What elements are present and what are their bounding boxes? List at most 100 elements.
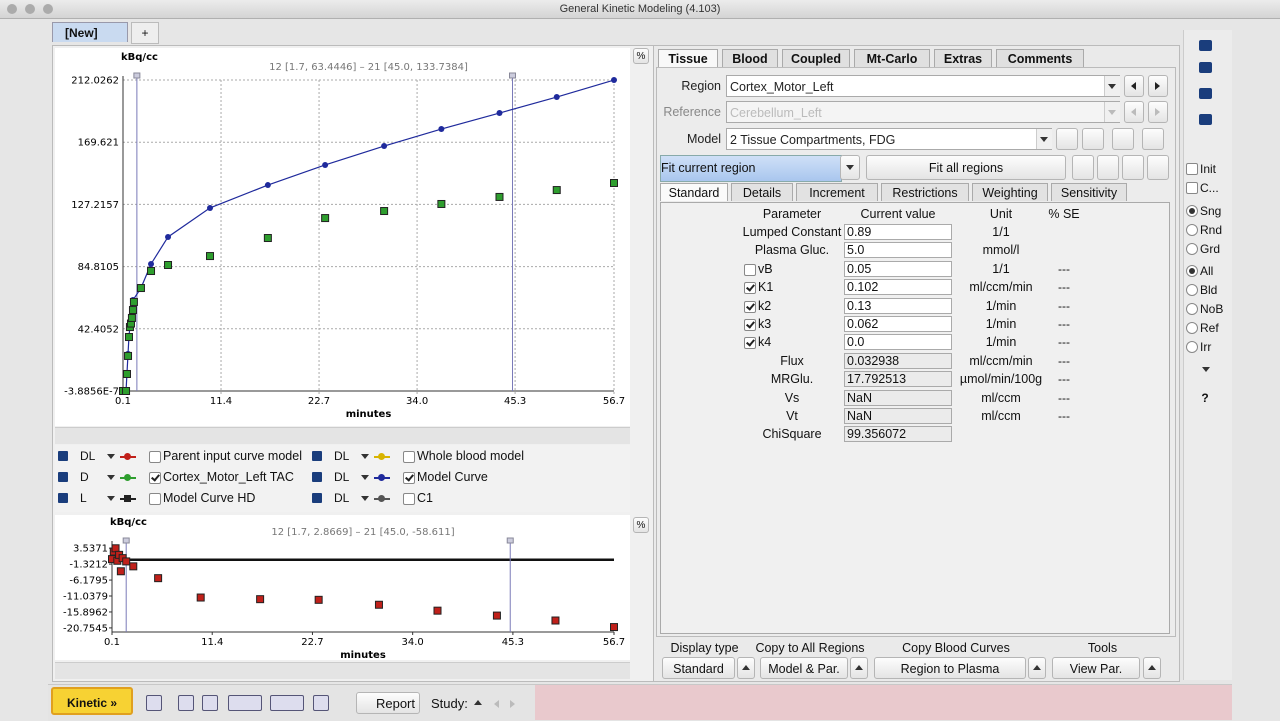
icon-button[interactable]: [1097, 155, 1119, 180]
tab[interactable]: Comments: [996, 49, 1084, 67]
save-icon[interactable]: [58, 472, 68, 482]
icon-button[interactable]: [1072, 155, 1094, 180]
doc-tab-new[interactable]: +: [131, 22, 159, 44]
fit-current-button[interactable]: Fit current region: [660, 155, 842, 182]
icon-button[interactable]: [1056, 128, 1078, 150]
radio[interactable]: [1186, 243, 1198, 255]
param-value[interactable]: 0.05: [844, 260, 952, 277]
subtab[interactable]: Weighting: [972, 183, 1048, 201]
legend-style[interactable]: DL: [334, 491, 350, 505]
tool-icon[interactable]: [1199, 62, 1212, 73]
save-icon[interactable]: [58, 451, 68, 461]
radio[interactable]: [1186, 224, 1198, 236]
icon-button[interactable]: [1147, 155, 1169, 180]
legend-style[interactable]: D: [80, 470, 89, 484]
task-icon[interactable]: [270, 695, 304, 711]
max-light[interactable]: [43, 4, 53, 14]
radio[interactable]: [1186, 322, 1198, 334]
tab[interactable]: Blood: [722, 49, 778, 67]
legend-label[interactable]: C1: [417, 491, 433, 505]
param-value[interactable]: 0.89: [844, 224, 952, 240]
task-icon[interactable]: [228, 695, 262, 711]
min-light[interactable]: [25, 4, 35, 14]
arrow-icon[interactable]: [1148, 665, 1156, 670]
tab[interactable]: Coupled: [782, 49, 850, 67]
arrow-icon[interactable]: [846, 165, 854, 170]
arrow-icon[interactable]: [107, 454, 115, 459]
param-value[interactable]: 0.062: [844, 316, 952, 332]
legend-style[interactable]: L: [80, 491, 87, 505]
cursor-handle[interactable]: [509, 72, 517, 79]
legend-label[interactable]: Parent input curve model: [163, 449, 302, 463]
legend-style[interactable]: DL: [334, 449, 350, 463]
arrow-icon[interactable]: [1108, 84, 1116, 89]
cursor-handle[interactable]: [133, 72, 141, 79]
arrow-icon[interactable]: [1131, 108, 1136, 116]
param-value[interactable]: 0.0: [844, 334, 952, 351]
tool-icon[interactable]: [1199, 40, 1212, 51]
icon-button[interactable]: [1122, 155, 1144, 180]
arrow-icon[interactable]: [855, 665, 863, 670]
tab[interactable]: Tissue: [658, 49, 718, 67]
checkbox[interactable]: [149, 472, 161, 484]
tab[interactable]: Mt-Carlo: [854, 49, 930, 67]
arrow-icon[interactable]: [107, 496, 115, 501]
checkbox[interactable]: [403, 451, 415, 463]
radio[interactable]: [1186, 265, 1198, 277]
arrow-icon[interactable]: [1155, 108, 1160, 116]
legend-label[interactable]: Model Curve: [417, 470, 488, 484]
arrow-icon[interactable]: [474, 700, 482, 705]
legend-label[interactable]: Whole blood model: [417, 449, 525, 463]
arrow-icon[interactable]: [361, 496, 369, 501]
checkbox[interactable]: [1186, 182, 1198, 194]
radio[interactable]: [1186, 284, 1198, 296]
checkbox[interactable]: [403, 493, 415, 505]
legend-style[interactable]: DL: [334, 470, 350, 484]
control-button[interactable]: View Par.: [1052, 657, 1140, 679]
legend-style[interactable]: DL: [80, 449, 96, 463]
report-button[interactable]: Report: [356, 692, 420, 714]
checkbox[interactable]: [744, 319, 756, 331]
help-button[interactable]: ?: [1201, 391, 1209, 405]
checkbox[interactable]: [744, 300, 756, 313]
save-icon[interactable]: [58, 493, 68, 503]
task-icon[interactable]: [202, 695, 218, 711]
param-value[interactable]: 5.0: [844, 242, 952, 259]
checkbox[interactable]: [403, 472, 415, 484]
subtab[interactable]: Increment: [796, 183, 878, 201]
arrow-icon[interactable]: [107, 475, 115, 480]
arrow-icon[interactable]: [361, 454, 369, 459]
kinetic-button[interactable]: Kinetic »: [51, 687, 133, 715]
cursor-handle[interactable]: [506, 537, 514, 544]
checkbox[interactable]: [744, 337, 756, 350]
icon-button[interactable]: [1082, 128, 1104, 150]
checkbox[interactable]: [1186, 163, 1198, 175]
icon-button[interactable]: [1142, 128, 1164, 150]
doc-tab[interactable]: [New]: [52, 22, 128, 42]
cursor-handle[interactable]: [122, 537, 130, 544]
checkbox[interactable]: [149, 451, 161, 463]
legend-label[interactable]: Model Curve HD: [163, 491, 256, 505]
param-value[interactable]: 0.13: [844, 297, 952, 314]
close-light[interactable]: [7, 4, 17, 14]
radio[interactable]: [1186, 303, 1198, 315]
control-button[interactable]: Region to Plasma: [874, 657, 1026, 679]
subtab[interactable]: Restrictions: [881, 183, 969, 201]
subtab[interactable]: Details: [731, 183, 793, 201]
save-icon[interactable]: [312, 493, 322, 503]
zoom-button[interactable]: %: [633, 48, 649, 64]
task-icon[interactable]: [178, 695, 194, 711]
tool-icon[interactable]: [1199, 114, 1212, 125]
save-icon[interactable]: [312, 472, 322, 482]
tab[interactable]: Extras: [934, 49, 992, 67]
radio[interactable]: [1186, 205, 1198, 217]
checkbox[interactable]: [149, 493, 161, 505]
zoom-button[interactable]: %: [633, 517, 649, 533]
checkbox[interactable]: [744, 263, 756, 276]
arrow-icon[interactable]: [1033, 665, 1041, 670]
subtab[interactable]: Standard: [660, 183, 728, 201]
combo-box[interactable]: 2 Tissue Compartments, FDG: [726, 128, 1052, 150]
arrow-icon[interactable]: [510, 700, 515, 708]
radio[interactable]: [1186, 341, 1198, 353]
control-button[interactable]: Standard: [662, 657, 735, 679]
